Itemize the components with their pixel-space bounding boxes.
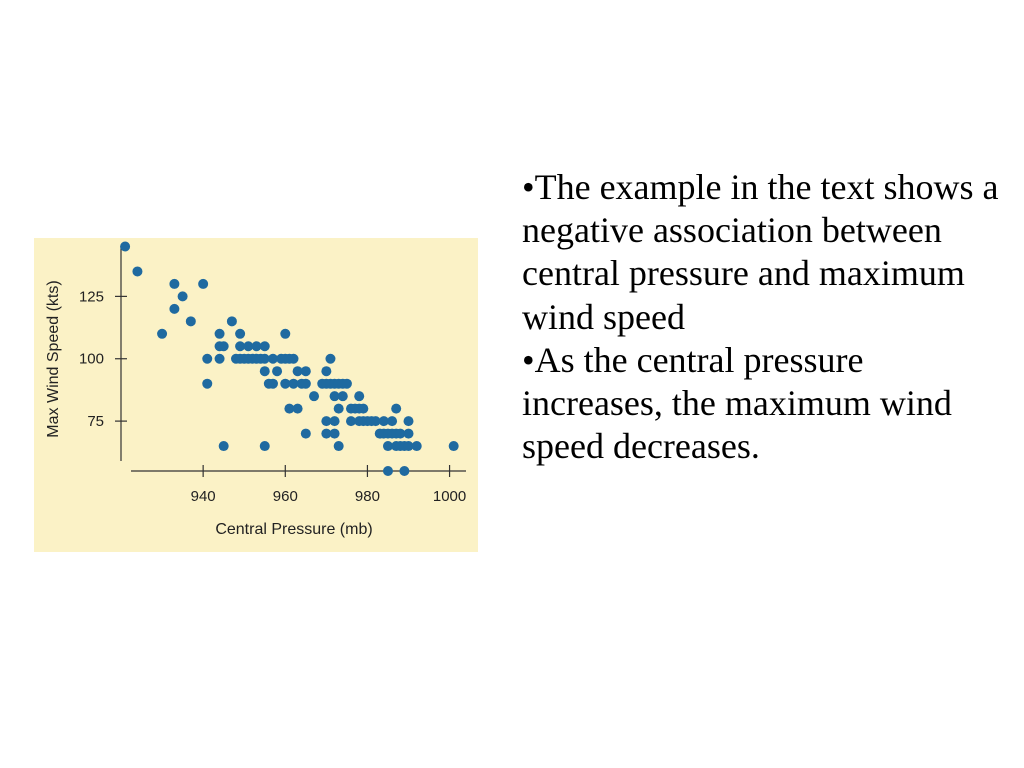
scatter-point xyxy=(267,353,278,364)
scatter-point xyxy=(259,341,270,352)
x-tick-label: 980 xyxy=(355,488,380,505)
scatter-point xyxy=(337,391,348,402)
scatter-point xyxy=(169,303,180,314)
scatter-point xyxy=(382,441,393,452)
scatter-point xyxy=(202,353,213,364)
scatter-point xyxy=(198,278,209,289)
scatter-point xyxy=(387,416,398,427)
scatter-point xyxy=(370,416,381,427)
scatter-point xyxy=(341,378,352,389)
scatter-point xyxy=(251,341,262,352)
y-tick-label: 100 xyxy=(79,351,104,368)
scatter-point xyxy=(378,416,389,427)
scatter-point xyxy=(333,441,344,452)
bullet-list: •The example in the text shows a negativ… xyxy=(522,166,1002,468)
scatter-point xyxy=(288,353,299,364)
scatter-point xyxy=(202,378,213,389)
scatter-point xyxy=(157,328,168,339)
scatter-point xyxy=(259,366,270,377)
scatter-point xyxy=(218,341,229,352)
scatter-point xyxy=(411,441,422,452)
scatter-point xyxy=(292,366,303,377)
scatter-point xyxy=(358,403,369,414)
bullet-negative-association: •The example in the text shows a negativ… xyxy=(522,167,999,337)
scatter-point xyxy=(214,353,225,364)
scatter-point xyxy=(259,441,270,452)
scatter-point xyxy=(354,391,365,402)
scatter-point xyxy=(300,378,311,389)
scatter-point xyxy=(382,466,393,476)
y-tick-label: 125 xyxy=(79,288,104,305)
scatter-point xyxy=(399,466,410,476)
scatter-point xyxy=(403,441,414,452)
x-tick-label: 960 xyxy=(273,488,298,505)
scatter-chart: 940 960 980 1000 125 100 75 Central Pressure (m… xyxy=(34,238,478,552)
y-tick-label: 75 xyxy=(87,413,104,430)
scatter-point xyxy=(321,366,332,377)
scatter-point xyxy=(120,241,131,252)
scatter-point xyxy=(329,391,340,402)
scatter-point xyxy=(280,378,291,389)
scatter-point xyxy=(333,403,344,414)
x-axis-title: Central Pressure (mb) xyxy=(215,521,372,538)
scatter-point xyxy=(300,428,311,439)
scatter-point xyxy=(300,366,311,377)
scatter-point xyxy=(132,266,143,277)
scatter-point xyxy=(329,416,340,427)
scatter-point xyxy=(177,291,188,302)
scatter-point xyxy=(280,328,291,339)
scatter-point xyxy=(284,403,295,414)
scatter-point xyxy=(448,441,459,452)
x-tick-label: 1000 xyxy=(433,488,466,505)
scatter-point xyxy=(214,328,225,339)
scatter-point xyxy=(226,316,237,327)
scatter-point xyxy=(169,278,180,289)
scatter-point xyxy=(321,416,332,427)
scatter-point xyxy=(403,416,414,427)
scatter-point xyxy=(272,366,283,377)
scatter-point xyxy=(218,441,229,452)
scatter-point xyxy=(235,328,246,339)
scatter-point xyxy=(325,353,336,364)
scatter-point xyxy=(403,428,414,439)
scatter-point xyxy=(288,378,299,389)
scatter-point xyxy=(321,428,332,439)
scatter-point xyxy=(329,428,340,439)
scatter-point xyxy=(395,428,406,439)
scatter-point xyxy=(292,403,303,414)
scatter-point xyxy=(243,341,254,352)
y-axis-title: Max Wind Speed (kts) xyxy=(45,280,62,437)
x-tick-label: 940 xyxy=(191,488,216,505)
scatter-point xyxy=(346,416,356,427)
scatter-point xyxy=(259,353,270,364)
scatter-plot-svg: 940 960 980 1000 125 100 75 Central Pressure (m… xyxy=(45,241,466,538)
scatter-point xyxy=(267,378,278,389)
bullet-pressure-wind-relation: •As the central pressure increases, the … xyxy=(522,339,952,467)
scatter-point xyxy=(185,316,196,327)
scatter-point xyxy=(391,403,402,414)
scatter-point xyxy=(235,341,246,352)
scatter-point xyxy=(309,391,320,402)
